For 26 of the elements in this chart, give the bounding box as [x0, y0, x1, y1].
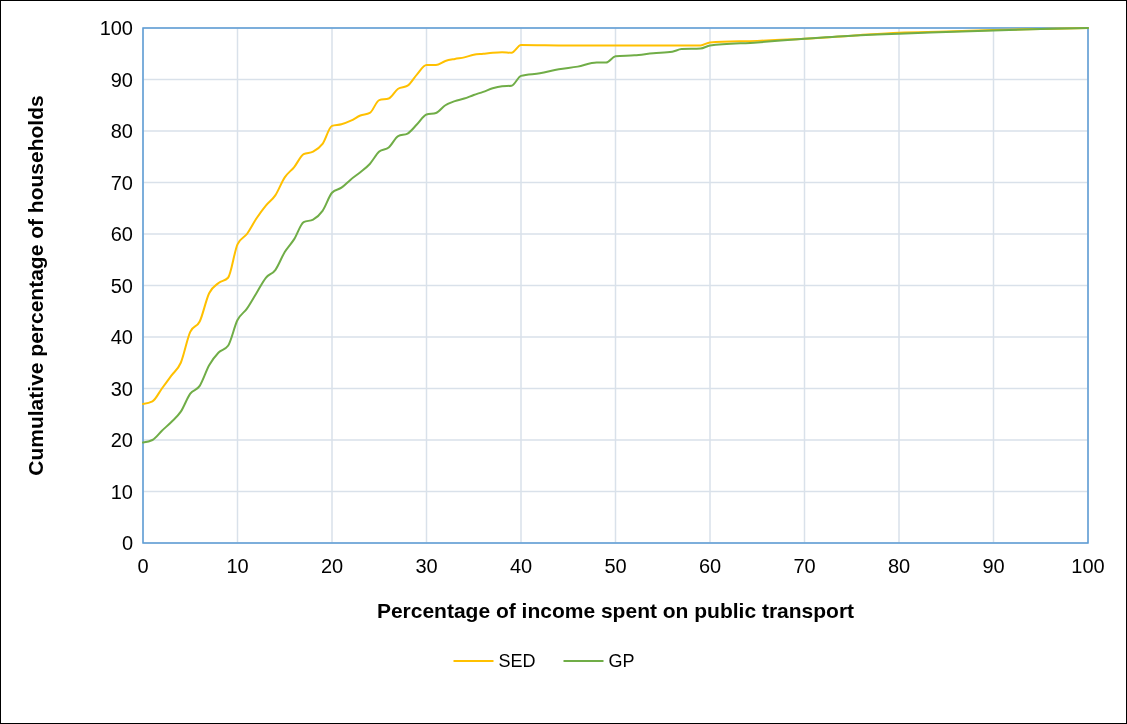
legend-label: GP [608, 651, 635, 672]
y-tick-label: 60 [110, 223, 133, 245]
y-tick-label: 20 [110, 429, 133, 451]
y-tick-label: 50 [110, 274, 133, 297]
x-axis-title: Percentage of income spent on public transport [376, 599, 855, 622]
legend-label: SED [498, 651, 536, 672]
x-tick-label: 50 [604, 555, 627, 577]
x-tick-label: 20 [320, 555, 344, 577]
x-tick-label: 0 [137, 555, 149, 577]
y-tick-label: 40 [110, 326, 133, 348]
y-tick-label: 100 [99, 17, 133, 39]
x-tick-label: 10 [226, 555, 249, 577]
y-tick-label: 30 [110, 377, 133, 400]
x-tick-label: 60 [698, 555, 722, 577]
y-tick-label: 0 [121, 532, 133, 554]
y-axis-title: Cumulative percentage of households [24, 95, 47, 476]
x-tick-label: 70 [793, 555, 816, 577]
x-tick-label: 30 [415, 555, 438, 577]
y-tick-label: 90 [110, 68, 133, 91]
y-tick-label: 10 [110, 480, 133, 503]
y-tick-label: 80 [110, 120, 133, 142]
x-tick-label: 80 [887, 555, 911, 577]
x-tick-label: 100 [1071, 555, 1105, 577]
x-tick-label: 90 [982, 555, 1005, 577]
y-tick-label: 70 [110, 171, 133, 194]
x-tick-label: 40 [509, 555, 533, 577]
